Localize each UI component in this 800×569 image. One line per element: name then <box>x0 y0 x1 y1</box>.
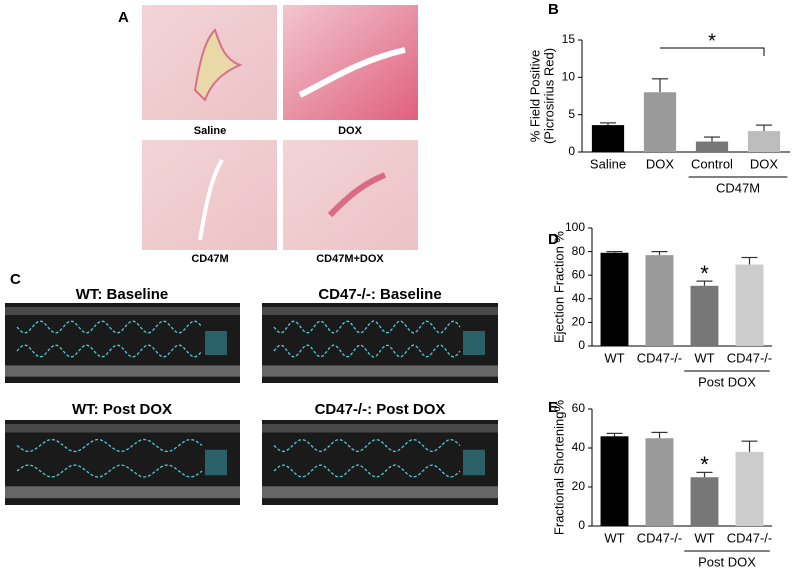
annotation: * <box>708 30 716 52</box>
echo-band <box>5 365 240 377</box>
y-tick-label: 60 <box>572 267 586 281</box>
x-tick-label: WT <box>604 350 624 365</box>
image-caption: WT: Baseline <box>76 286 169 303</box>
echo-readout <box>463 331 485 355</box>
annotation: * <box>700 452 709 477</box>
y-tick-label: 80 <box>572 244 586 258</box>
x-tick-label: DOX <box>750 156 779 171</box>
panel-label: A <box>118 9 129 26</box>
group-label: Post DOX <box>698 374 756 389</box>
significance-bracket <box>660 47 765 56</box>
x-tick-label: WT <box>694 530 714 545</box>
bar <box>695 141 729 152</box>
y-tick-label: 20 <box>572 479 586 493</box>
echo-trace <box>16 438 203 453</box>
bar <box>735 451 764 526</box>
group-label: Post DOX <box>698 554 756 569</box>
bar <box>600 252 629 346</box>
x-tick-label: CD47-/- <box>637 350 683 365</box>
y-tick-label: 10 <box>562 70 576 84</box>
y-tick-label: 0 <box>578 518 585 532</box>
echo-readout <box>205 449 227 476</box>
bar <box>645 438 674 526</box>
echo-band <box>5 424 240 433</box>
echo-band <box>262 486 498 499</box>
y-tick-label: 40 <box>572 291 586 305</box>
image-caption: CD47M <box>191 253 228 265</box>
bar <box>747 131 781 152</box>
bar <box>735 264 764 346</box>
image-caption: CD47-/-: Baseline <box>318 286 441 303</box>
echo-trace <box>273 438 461 453</box>
echo-readout <box>463 449 485 476</box>
x-tick-label: WT <box>604 530 624 545</box>
bar <box>600 436 629 526</box>
echo-images <box>5 303 498 505</box>
image-caption: DOX <box>338 125 363 137</box>
image-caption: CD47M+DOX <box>316 253 384 265</box>
x-tick-label: CD47-/- <box>727 530 773 545</box>
x-tick-label: WT <box>694 350 714 365</box>
panel-label: B <box>548 1 559 18</box>
echo-band <box>262 365 498 377</box>
histology-image <box>283 5 418 120</box>
echo-band <box>262 424 498 433</box>
panel-label: E <box>548 399 558 416</box>
bar <box>643 92 677 152</box>
image-caption: CD47-/-: Post DOX <box>315 401 446 418</box>
vessel <box>193 28 243 102</box>
echo-band <box>262 307 498 315</box>
image-caption: WT: Post DOX <box>72 401 172 418</box>
x-tick-label: CD47-/- <box>727 350 773 365</box>
x-tick-label: Control <box>691 156 733 171</box>
panel-label: C <box>10 271 21 288</box>
y-tick-label: 40 <box>572 440 586 454</box>
bar <box>690 477 719 526</box>
x-tick-label: Saline <box>590 156 626 171</box>
echo-band <box>5 486 240 499</box>
image-caption: Saline <box>194 125 226 137</box>
echo-trace <box>16 464 203 478</box>
bar <box>690 285 719 346</box>
y-axis-label: Ejection Fraction % <box>551 231 566 343</box>
echo-band <box>5 307 240 315</box>
y-axis-label: % Field Positive <box>527 50 542 142</box>
x-tick-label: CD47-/- <box>637 530 683 545</box>
y-tick-label: 20 <box>572 315 586 329</box>
group-label: CD47M <box>716 180 760 195</box>
y-tick-label: 15 <box>562 32 576 46</box>
vessel <box>327 172 387 218</box>
y-tick-label: 60 <box>572 401 586 415</box>
vessel <box>298 47 406 98</box>
y-tick-label: 0 <box>578 338 585 352</box>
bar <box>591 125 625 152</box>
y-tick-label: 5 <box>568 107 575 121</box>
y-axis-label: (Picrosirius Red) <box>541 48 556 144</box>
y-tick-label: 0 <box>568 144 575 158</box>
y-tick-label: 100 <box>565 220 585 234</box>
annotation: * <box>700 261 709 286</box>
x-tick-label: DOX <box>646 156 675 171</box>
echo-readout <box>205 331 227 355</box>
echo-trace <box>273 464 461 478</box>
y-axis-label: Fractional Shortening% <box>551 400 566 536</box>
bar <box>645 255 674 346</box>
vessel <box>198 158 224 241</box>
panel-label: D <box>548 231 559 248</box>
